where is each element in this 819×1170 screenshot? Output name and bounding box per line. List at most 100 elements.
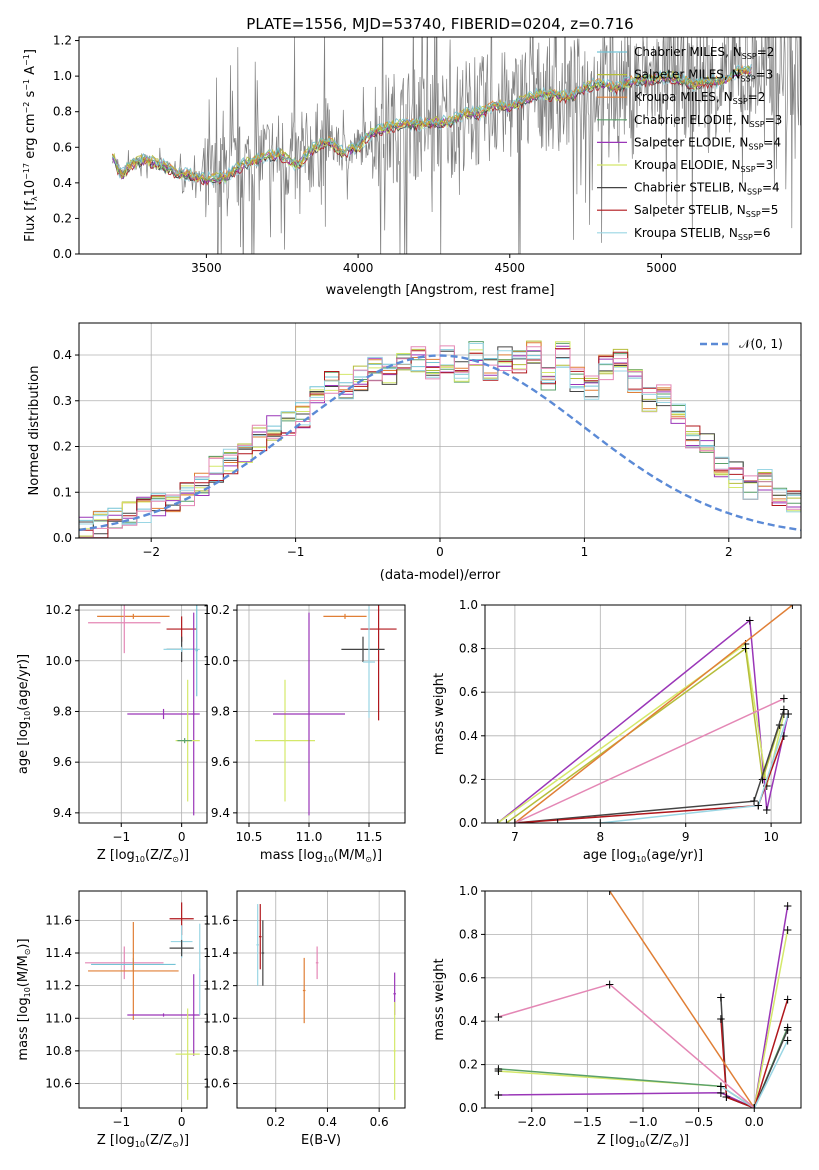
legend-label: Chabrier STELIB, NSSP=4 [634,181,780,197]
x-axis-label: wavelength [Angstrom, rest frame] [326,283,555,298]
weight-marker: + [716,990,726,1004]
x-tick-label: 0.2 [266,1115,285,1129]
label-part: ⊙ [172,855,179,864]
y-tick-label: 11.2 [45,979,72,993]
plot-area: + +++++++++++++++++++++++++++ [493,884,793,1115]
weight-marker: + [753,799,763,813]
y-tick-label: 9.8 [211,704,230,718]
model-spectrum [112,64,752,180]
weight-marker: + [553,816,563,830]
label-part: Salpeter MILES, N [634,68,741,82]
x-tick-label: 0 [178,1115,186,1129]
axes-frame [78,604,208,824]
label-part: (age/yr)] [16,654,31,711]
legend-label: Salpeter ELODIE, NSSP=4 [634,135,781,151]
label-part: ] [23,49,38,54]
y-tick-label: 1.0 [459,884,478,898]
label-part: SSP [741,165,756,174]
weight-line [498,906,789,1108]
x-tick-label: 5000 [646,261,677,275]
label-part: )] [679,1133,689,1148]
label-part: erg cm [23,113,38,162]
weight-marker: + [749,1101,759,1115]
label-part: Z [log [597,1133,635,1148]
frame: −2 −1 0 1 2 0.0 0.1 0.2 0.3 0.4 (data-model)/error… [27,322,802,583]
label-part: 10 [135,1140,145,1149]
plot-area [111,37,801,254]
y-tick-label: 0.1 [53,485,72,499]
label-part: Chabrier ELODIE, N [634,113,750,127]
y-tick-label: 0.4 [53,176,72,190]
x-tick-label: 8 [596,830,604,844]
y-tick-label: 11.0 [203,1011,230,1025]
label-part: (age/yr)] [646,848,703,863]
label-part: s [23,91,38,102]
weight-line [514,605,793,823]
y-tick-label: 0.0 [53,531,72,545]
frame: −2.0 −1.5 −1.0 −0.5 0.0 0.0 0.2 0.4 0.6 0.8 1.0 Z [… [432,884,802,1149]
axes-frame [484,604,802,824]
x-axis-label: age [log10(age/yr)] [583,848,703,864]
y-tick-label: 10.0 [203,654,230,668]
weight-marker: + [787,598,797,612]
y-tick-label: 9.8 [53,704,72,718]
label-part: mass [log [16,997,31,1060]
y-tick-label: 11.6 [203,913,230,927]
x-tick-label: −0.5 [684,1115,713,1129]
label-part: (Z/Z [645,1133,672,1148]
x-tick-label: 11.5 [356,830,383,844]
weight-marker: + [716,1086,726,1100]
label-part: (M/M [333,848,365,863]
y-tick-label: 0.6 [53,140,72,154]
label-part: )] [16,938,31,948]
weight-marker: + [762,779,772,793]
figure-title: PLATE=1556, MJD=53740, FIBERID=0204, z=0… [246,15,633,33]
weight-marker: + [783,1034,793,1048]
weight-marker: + [779,692,789,706]
weight-line [557,713,789,823]
gaussian-curve [79,354,801,532]
x-tick-label: 9 [682,830,690,844]
y-tick-label: 0.4 [459,1014,478,1028]
weight-marker: + [783,1023,793,1037]
plot-area [85,902,201,1100]
label-part: mass [log [260,848,323,863]
x-tick-label: 11.0 [296,830,323,844]
x-tick-label: −1 [112,830,130,844]
label-part: age [log [16,721,31,774]
x-axis-label: Z [log10(Z/Z⊙)] [97,1133,189,1149]
y-tick-label: 9.4 [53,806,72,820]
weight-line [720,999,789,1108]
label-part: 10 [23,180,38,197]
x-tick-label: 0.0 [745,1115,764,1129]
label-part: SSP [747,188,762,197]
y-tick-label: 0.6 [459,971,478,985]
frame: 10.5 11.0 11.5 9.4 9.6 9.8 10.0 10.2 mass [log10… [203,603,406,864]
label-part: (Z/Z [145,848,172,863]
x-axis-label: mass [log10(M/M⊙)] [260,848,382,864]
plot-area [255,605,397,816]
y-tick-label: 10.8 [45,1044,72,1058]
weight-marker: + [779,703,789,717]
weight-marker: + [605,884,615,898]
legend-label: Kroupa MILES, NSSP=2 [634,90,765,106]
label-part: ⊙ [172,1140,179,1149]
label-part: Kroupa MILES, N [634,90,733,104]
weight-marker: + [493,1010,503,1024]
label-part: Kroupa ELODIE, N [634,158,741,172]
weight-line [720,1040,789,1108]
label-part: 10 [636,855,646,864]
frame: 0.2 0.4 0.6 10.6 10.8 11.0 11.2 11.4 11.6 E(B-V) [203,890,406,1148]
y-tick-label: 0.2 [53,211,72,225]
label-part: =6 [753,226,771,240]
plot-area: +++++++++++++++++++ +++++++ [493,598,797,830]
label-part: SSP [733,97,748,106]
x-tick-label: −1.5 [573,1115,602,1129]
y-tick-label: 10.2 [203,603,230,617]
y-tick-label: 10.6 [45,1077,72,1091]
label-part: −17 [22,163,31,180]
axes-frame [78,36,802,255]
weight-marker: + [510,816,520,830]
label-part: SSP [738,233,753,242]
weight-line [608,891,755,1108]
